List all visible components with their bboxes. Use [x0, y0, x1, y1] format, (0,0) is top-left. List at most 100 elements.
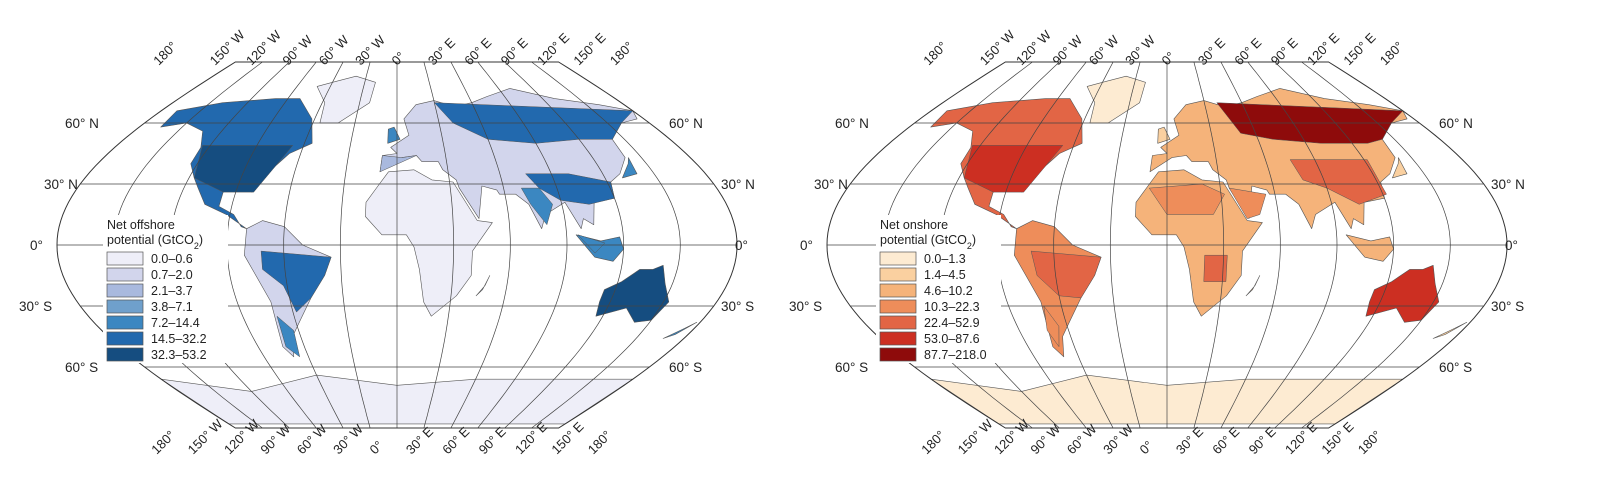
region-japan [622, 157, 638, 179]
longitude-label-bottom: 60° E [439, 424, 472, 457]
legend-label: 22.4–52.9 [924, 316, 980, 330]
latitude-label: 60° N [1439, 116, 1473, 131]
latitude-label: 0° [1505, 238, 1518, 253]
longitude-label-bottom: 90° E [476, 424, 509, 457]
legend-label: 3.8–7.1 [151, 300, 193, 314]
meridian-line [1301, 62, 1451, 428]
meridian-line [423, 62, 455, 428]
longitude-label-bottom: 180° [585, 428, 615, 458]
region-patch [1043, 305, 1060, 348]
longitude-label-bottom: 0° [367, 438, 386, 457]
meridian-line [1274, 62, 1395, 428]
region-patch [1148, 183, 1225, 215]
legend-title: Net offshore [107, 218, 175, 232]
region-newZealand [662, 322, 698, 339]
meridian-line [1053, 62, 1114, 428]
region-australia [1365, 265, 1440, 323]
meridian-line [1109, 62, 1141, 428]
legend-swatch [879, 347, 917, 362]
legend-swatch [879, 315, 917, 330]
legend-label: 2.1–3.7 [151, 284, 193, 298]
legend-label: 7.2–14.4 [151, 316, 200, 330]
longitude-label-bottom: 180° [148, 428, 178, 458]
longitude-label-bottom: 90° E [1246, 424, 1279, 457]
latitude-label: 30° S [721, 299, 754, 314]
legend-swatch [106, 251, 144, 266]
meridian-line [504, 62, 625, 428]
latitude-label: 0° [30, 238, 43, 253]
legend-label: 14.5–32.2 [151, 332, 207, 346]
longitude-label-top: 180° [1377, 39, 1407, 69]
latitude-label: 30° S [19, 299, 52, 314]
meridian-line [283, 62, 344, 428]
latitude-label: 30° S [1491, 299, 1524, 314]
region-patch [276, 315, 301, 358]
latitude-label: 30° S [789, 299, 822, 314]
offshore-map: 60° N 60° N 30° N 30° N 0° 0° 30° S 30° S 60° S 6… [19, 27, 755, 457]
onshore-frame [826, 61, 1508, 429]
region-greenland [1086, 75, 1146, 124]
meridian-line [1247, 62, 1338, 428]
latitude-label: 60° S [65, 360, 98, 375]
latitude-label: 0° [800, 238, 813, 253]
region-japan [1392, 157, 1408, 179]
latitude-label: 60° S [1439, 360, 1472, 375]
latitude-label: 60° S [669, 360, 702, 375]
region-madagascar [475, 275, 491, 297]
legend-swatch [879, 251, 917, 266]
region-patch [1203, 254, 1228, 282]
region-madagascar [1245, 275, 1261, 297]
legend-swatch [106, 331, 144, 346]
legend-title: Net onshore [880, 218, 948, 232]
legend-title: potential (GtCO2) [107, 233, 203, 251]
legend-label: 4.6–10.2 [924, 284, 973, 298]
legend-label: 0.7–2.0 [151, 268, 193, 282]
latitude-label: 30° N [721, 177, 755, 192]
region-newZealand [1432, 322, 1468, 339]
longitude-label-top: 150° E [1340, 30, 1379, 69]
region-patch [379, 155, 417, 173]
longitude-label-bottom: 150° W [185, 416, 226, 457]
region-patch [260, 250, 332, 313]
region-patch [1289, 159, 1387, 205]
legend-label: 1.4–4.5 [924, 268, 966, 282]
legend-swatch [879, 331, 917, 346]
region-patch [520, 187, 553, 226]
longitude-label-bottom: 150° W [955, 416, 996, 457]
region-patch [193, 145, 294, 193]
legend-swatch [879, 299, 917, 314]
legend-swatch [106, 299, 144, 314]
latitude-label: 60° N [835, 116, 869, 131]
region-patch [963, 145, 1064, 193]
longitude-label-bottom: 180° [1355, 428, 1385, 458]
meridian-line [531, 62, 681, 428]
onshore-land [930, 75, 1468, 425]
region-patch [577, 234, 606, 254]
latitude-label: 60° N [65, 116, 99, 131]
region-patch [1030, 250, 1102, 299]
region-patch [1228, 187, 1267, 219]
longitude-label-top: 180° [920, 39, 950, 69]
latitude-label: 60° S [835, 360, 868, 375]
legend-label: 0.0–0.6 [151, 252, 193, 266]
legend-swatch [879, 283, 917, 298]
offshore-frame [56, 61, 738, 429]
latitude-label: 30° N [44, 177, 78, 192]
latitude-label: 60° N [669, 116, 703, 131]
legend-label: 0.0–1.3 [924, 252, 966, 266]
longitude-label-bottom: 60° E [1209, 424, 1242, 457]
legend-title: potential (GtCO2) [880, 233, 976, 251]
legend-label: 87.7–218.0 [924, 348, 987, 362]
region-patch [525, 173, 615, 205]
meridian-line [1220, 62, 1281, 428]
meridian-line [339, 62, 371, 428]
legend-label: 10.3–22.3 [924, 300, 980, 314]
longitude-label-bottom: 30° E [1173, 424, 1206, 457]
latitude-label: 0° [735, 238, 748, 253]
legend-swatch [106, 315, 144, 330]
legend-label: 32.3–53.2 [151, 348, 207, 362]
region-greenland [316, 75, 376, 124]
